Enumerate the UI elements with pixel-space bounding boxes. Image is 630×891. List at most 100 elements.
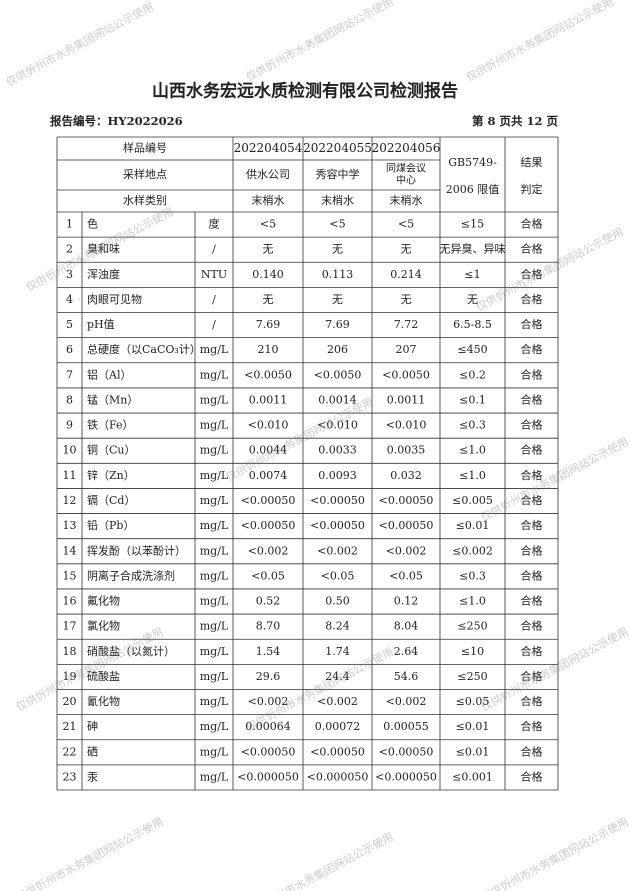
row-number: 12 [63,494,77,507]
sample-value: 7.69 [325,318,350,331]
result: 合格 [521,619,543,633]
sample-value: <5 [398,218,414,231]
unit: mg/L [200,695,229,708]
row-number: 1 [66,218,73,231]
sample-value: <0.002 [386,544,427,557]
sample-value: 无 [263,293,274,306]
item-name: 总硬度（以CaCO₃计） [87,342,201,356]
header-label: 样品编号 [123,141,167,155]
unit: mg/L [200,620,229,633]
result: 合格 [521,518,543,532]
limit-value: ≤1 [464,268,480,281]
result: 合格 [521,568,543,582]
unit: mg/L [200,469,229,482]
sample-value: <0.05 [321,569,355,582]
item-name: 肉眼可见物 [87,292,142,306]
sample-value: <0.00050 [241,745,296,758]
result-header: 结果 [521,156,543,169]
row-number: 8 [66,393,73,406]
sample-value: 0.0011 [249,393,288,406]
limit-value: ≤0.01 [456,519,490,532]
sample-type: 末梢水 [252,193,285,207]
unit: / [212,243,216,256]
standard-header: 2006 限值 [446,183,500,196]
sample-value: 2.64 [394,645,419,658]
row-number: 18 [63,645,77,658]
watermark: 仅供忻州市水务集团网站公示使用 [478,814,630,891]
result: 合格 [521,694,543,708]
row-number: 21 [63,720,77,733]
unit: mg/L [200,645,229,658]
sample-value: 0.0035 [387,444,426,457]
limit-value: ≤1.0 [459,595,486,608]
sample-id: 202204056 [372,141,441,155]
sample-value: 0.032 [390,469,422,482]
sample-value: 207 [396,343,417,356]
sample-value: 0.52 [256,595,281,608]
sample-value: 0.113 [322,268,354,281]
sample-value: <0.00050 [379,745,434,758]
unit: mg/L [200,393,229,406]
limit-value: ≤1.0 [459,469,486,482]
sample-value: <0.0050 [314,368,362,381]
sample-location: 中心 [396,174,416,187]
item-name: 铜（Cu） [87,443,136,457]
unit: mg/L [200,419,229,432]
result: 合格 [521,242,543,256]
unit: mg/L [200,368,229,381]
result-header: 判定 [521,182,543,196]
sample-value: <0.010 [248,419,289,432]
item-name: 铝（Al） [87,367,131,381]
item-name: 砷 [87,720,98,733]
sample-value: 0.0093 [318,469,357,482]
row-number: 10 [63,444,77,457]
sample-value: <0.0050 [382,368,430,381]
sample-value: 29.6 [256,670,281,683]
item-name: 阴离子合成洗涤剂 [87,568,175,582]
item-name: 臭和味 [87,242,120,256]
sample-value: <0.010 [386,419,427,432]
limit-value: ≤15 [461,218,484,231]
result: 合格 [521,744,543,758]
sample-value: 8.04 [394,620,419,633]
item-name: 锌（Zn） [87,468,135,482]
limit-value: ≤0.01 [456,745,490,758]
sample-value: 7.69 [256,318,281,331]
item-name: 硫酸盐 [87,669,120,683]
unit: NTU [201,268,227,281]
watermark: 仅供忻州市水务集团网站公示使用 [3,0,155,89]
row-number: 14 [63,544,77,557]
sample-value: 无 [332,243,343,256]
sample-value: <0.000050 [375,770,437,783]
result: 合格 [521,443,543,457]
limit-value: ≤0.1 [459,393,486,406]
limit-value: ≤0.002 [452,544,493,557]
watermark: 仅供忻州市水务集团网站公示使用 [478,434,630,524]
header-label: 水样类别 [123,193,167,207]
result: 合格 [521,292,543,306]
limit-value: ≤0.001 [452,770,493,783]
watermark: 仅供忻州市水务集团网站公示使用 [473,224,625,314]
row-number: 5 [66,318,73,331]
sample-value: 0.00072 [315,720,361,733]
report-title: 山西水务宏远水质检测有限公司检测报告 [152,81,458,102]
sample-value: <0.0050 [244,368,292,381]
sample-value: 0.0011 [387,393,426,406]
unit: mg/L [200,720,229,733]
row-number: 13 [63,519,77,532]
limit-value: ≤1.0 [459,444,486,457]
sample-value: 0.0014 [318,393,357,406]
row-number: 17 [63,620,77,633]
item-name: 铅（Pb） [87,518,134,532]
result: 合格 [521,669,543,683]
sample-type: 末梢水 [390,193,423,207]
item-name: 浑浊度 [87,267,120,281]
unit: mg/L [200,519,229,532]
page-number: 第 8 页共 12 页 [472,114,559,128]
sample-value: 无 [332,293,343,306]
unit: mg/L [200,494,229,507]
result: 合格 [521,644,543,658]
sample-value: <0.002 [248,695,289,708]
result: 合格 [521,342,543,356]
sample-value: <0.05 [251,569,285,582]
